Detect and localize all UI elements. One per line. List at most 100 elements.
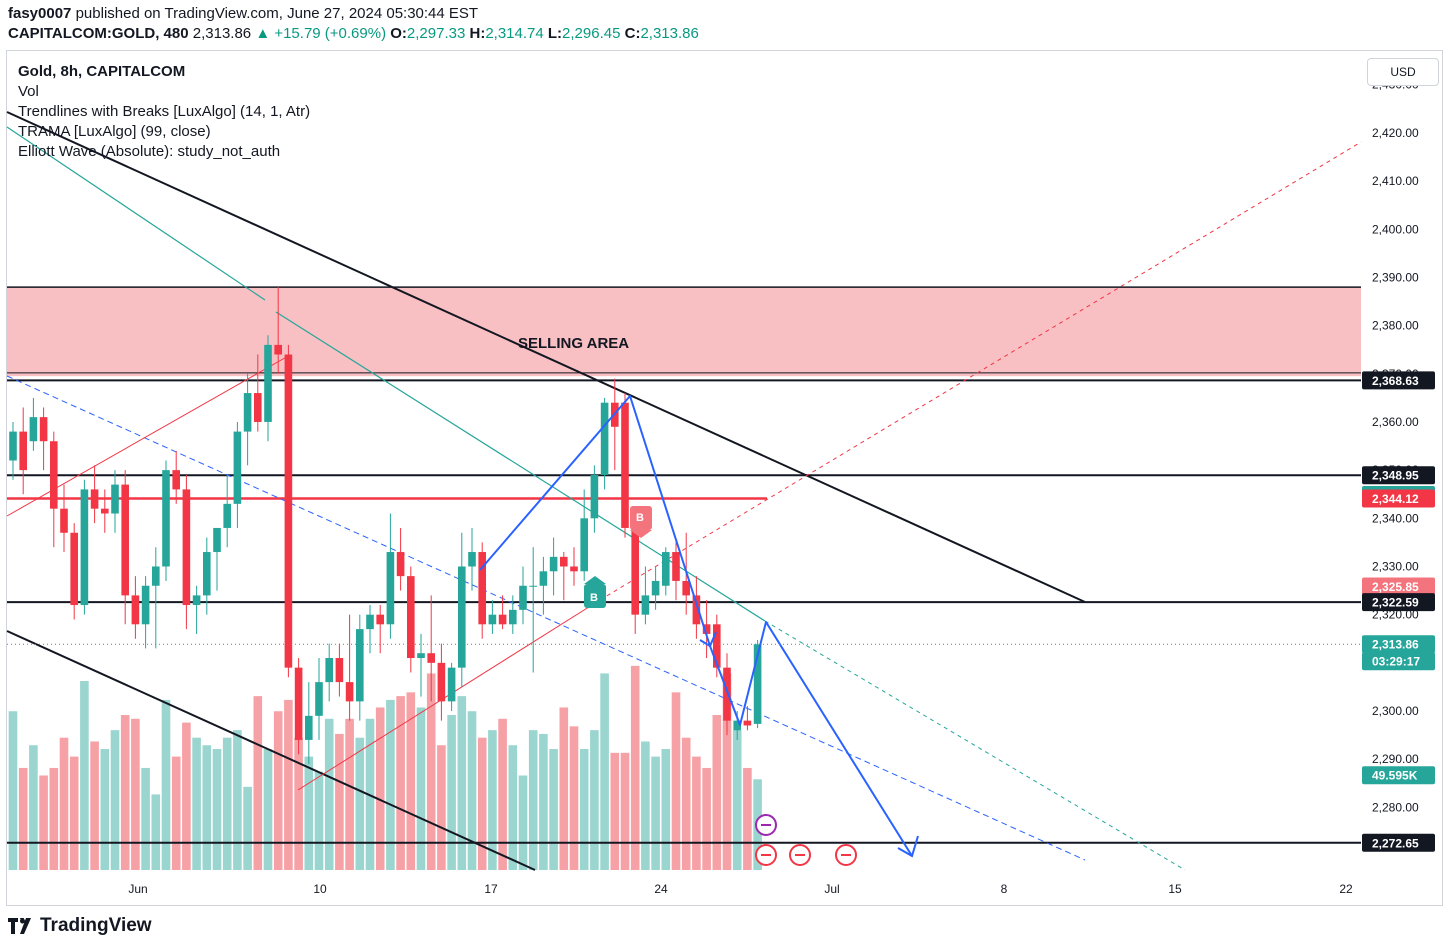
- candle-body: [478, 552, 486, 625]
- volume-bar: [324, 718, 334, 870]
- candle-body: [702, 624, 711, 634]
- price-label-text: 2,313.86: [1372, 638, 1419, 652]
- legend-trama[interactable]: TRAMA [LuxAlgo] (99, close): [18, 123, 211, 140]
- volume-bar: [396, 696, 405, 870]
- low-value: 2,296.45: [562, 25, 621, 42]
- volume-bar: [202, 745, 212, 870]
- teal-trendline-extension: [764, 620, 1186, 871]
- volume-bar: [182, 722, 191, 870]
- volume-bar: [69, 756, 79, 870]
- volume-bar: [222, 737, 232, 870]
- volume-bar: [610, 752, 620, 870]
- legend-volume[interactable]: Vol: [18, 83, 39, 100]
- price-tick-label: 2,390.00: [1372, 270, 1419, 284]
- volume-bar: [569, 726, 579, 870]
- time-axis-label: 15: [1168, 882, 1182, 896]
- volume-bar: [8, 711, 18, 870]
- candle-body: [294, 667, 303, 740]
- close-value: 2,313.86: [640, 25, 699, 42]
- price-label-text: 2,322.59: [1372, 596, 1419, 610]
- candle-body: [621, 402, 629, 528]
- candles: [9, 287, 762, 765]
- teal-trendline-mid: [275, 311, 766, 622]
- volume-bar: [39, 775, 48, 870]
- volume-bar: [304, 756, 314, 870]
- volume-bar: [692, 756, 701, 870]
- candle-body: [458, 566, 466, 668]
- candle-body: [672, 552, 680, 581]
- candle-body: [549, 556, 558, 572]
- volume-bar: [579, 749, 589, 870]
- volume-bar: [294, 737, 303, 870]
- time-axis-label: 8: [1001, 882, 1008, 896]
- candle-body: [539, 571, 548, 586]
- candle-body: [60, 508, 68, 533]
- volume-bar: [743, 767, 752, 870]
- candle-body: [713, 624, 721, 668]
- volume-bar: [386, 699, 395, 870]
- currency-button[interactable]: USD: [1367, 58, 1439, 86]
- volume-bar: [29, 745, 38, 870]
- time-axis-label: 17: [484, 882, 498, 896]
- candle-body: [447, 667, 456, 702]
- blue-dashed-trendline: [6, 375, 1086, 861]
- candle-body: [39, 417, 48, 442]
- volume-bar: [314, 771, 324, 870]
- candle-body: [468, 552, 476, 567]
- candle-body: [121, 484, 129, 596]
- volume-bar: [345, 718, 354, 870]
- legend-symbol[interactable]: Gold, 8h, CAPITALCOM: [18, 63, 186, 80]
- time-axis-label: Jun: [128, 882, 147, 896]
- low-label: L:: [547, 25, 563, 42]
- candle-body: [315, 682, 323, 716]
- volume-bar: [590, 730, 599, 870]
- candle-body: [264, 344, 272, 422]
- volume-bar: [233, 730, 242, 870]
- high-label: H:: [469, 25, 486, 42]
- volume-bar: [80, 681, 89, 870]
- candle-body: [335, 658, 344, 683]
- candle-body: [284, 354, 293, 668]
- volume-bar: [110, 730, 120, 870]
- legend-trendlines[interactable]: Trendlines with Breaks [LuxAlgo] (14, 1,…: [18, 103, 311, 120]
- time-axis-label: 22: [1339, 882, 1353, 896]
- candle-body: [509, 609, 517, 625]
- candle-body: [70, 532, 78, 606]
- published-text: published on TradingView.com, June 27, 2…: [75, 5, 479, 22]
- candle-body: [590, 474, 599, 519]
- candle-body: [111, 484, 119, 514]
- candle-body: [427, 653, 435, 663]
- candle-body: [29, 417, 38, 442]
- price-tick-label: 2,340.00: [1372, 511, 1419, 525]
- candle-body: [172, 470, 180, 490]
- candle-body: [141, 585, 150, 625]
- publisher-name[interactable]: fasy0007: [8, 5, 72, 22]
- candle-body: [182, 489, 191, 606]
- price-tick-label: 2,330.00: [1372, 559, 1419, 573]
- chart-header: fasy0007 published on TradingView.com, J…: [8, 4, 699, 44]
- volume-bar: [437, 745, 446, 870]
- volume-bar: [416, 707, 426, 870]
- price-label-text: 2,348.95: [1372, 469, 1419, 483]
- candle-body: [519, 585, 527, 610]
- candle-body: [254, 393, 262, 422]
- volume-bar: [722, 673, 732, 870]
- candle-body: [692, 595, 701, 625]
- volume-bar: [335, 733, 344, 870]
- volume-bar: [651, 756, 660, 870]
- volume-bar: [100, 749, 110, 870]
- legend-elliott[interactable]: Elliott Wave (Absolute): study_not_auth: [18, 143, 281, 160]
- wave-arrowhead-small: [699, 631, 717, 648]
- teal-trendline-upper: [6, 126, 266, 301]
- candle-body: [305, 715, 313, 740]
- candle-body: [396, 552, 405, 577]
- candle-body: [651, 580, 660, 596]
- price-label-text: 2,344.12: [1372, 492, 1419, 506]
- candle-body: [131, 595, 140, 625]
- candle-body: [345, 682, 354, 702]
- symbol-label: CAPITALCOM:GOLD, 480: [8, 25, 189, 42]
- volume-bar: [477, 737, 487, 870]
- price-label-box: [1362, 577, 1435, 596]
- price-label-box: [1362, 593, 1435, 612]
